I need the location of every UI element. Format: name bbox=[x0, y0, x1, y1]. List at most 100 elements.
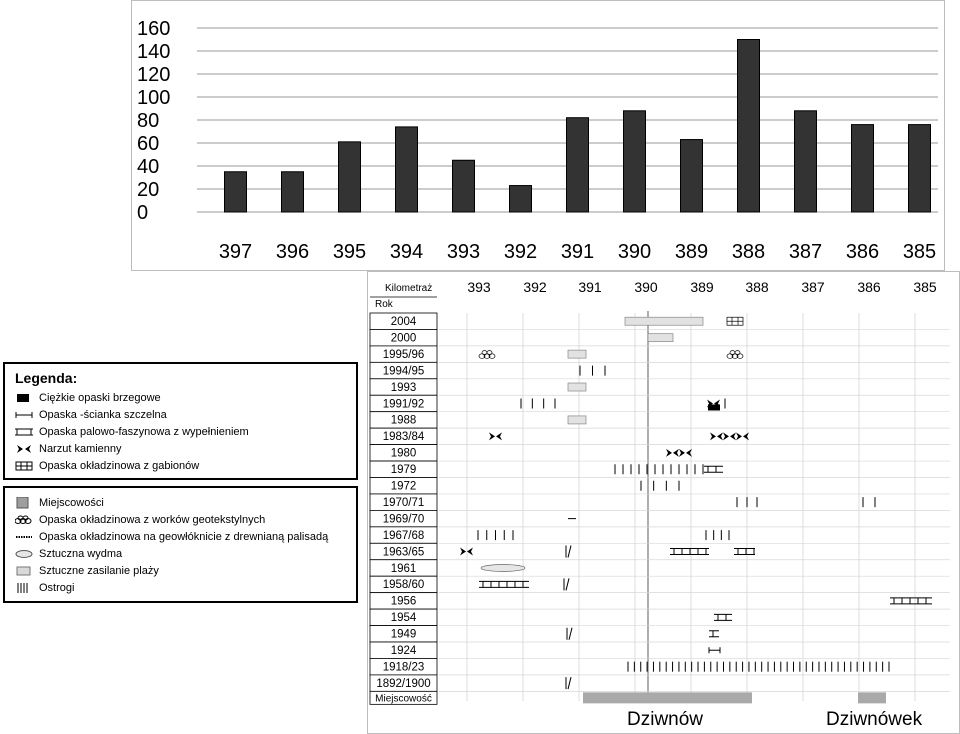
timeline-frame bbox=[367, 271, 960, 734]
rock-fill-mark bbox=[489, 432, 502, 441]
groyne-marks bbox=[627, 661, 890, 672]
x-tick-label: 390 bbox=[618, 241, 651, 263]
timeline-chart: Kilometraż Rok 393 392 391 390 389 388 387 386 385… bbox=[367, 271, 960, 734]
groyne-marks bbox=[736, 497, 758, 508]
year-label: 1970/71 bbox=[383, 497, 425, 509]
groyne-marks bbox=[614, 464, 704, 475]
year-label: 1988 bbox=[391, 415, 417, 427]
km-label: 385 bbox=[913, 279, 937, 295]
legend-label: Opaska okładzinowa z worków geotekstylny… bbox=[39, 514, 266, 526]
bar-390 bbox=[623, 110, 646, 213]
rock-fill-mark bbox=[460, 547, 473, 556]
legend-item-geotextile-bag: Opaska okładzinowa z worków geotekstylny… bbox=[15, 514, 265, 526]
legend-item-sheet-pile: Opaska -ścianka szczelna bbox=[15, 409, 167, 421]
pile-fascine-mark bbox=[714, 613, 732, 621]
sheet-pile-icon bbox=[15, 412, 33, 418]
heavy-revetment-icon bbox=[17, 394, 29, 402]
year-label: 1918/23 bbox=[383, 661, 425, 673]
year-label: 1954 bbox=[391, 612, 417, 624]
groyne-icon bbox=[17, 583, 28, 593]
year-label: 1958/60 bbox=[383, 579, 425, 591]
x-tick-label: 395 bbox=[333, 241, 366, 263]
beach-nourishment-mark bbox=[624, 316, 704, 326]
year-label: 2000 bbox=[391, 332, 417, 344]
x-tick-label: 392 bbox=[504, 241, 537, 263]
rock-fill-mark bbox=[710, 432, 749, 441]
y-tick-label: 40 bbox=[137, 156, 159, 178]
legend-label: Ciężkie opaski brzegowe bbox=[39, 392, 161, 404]
geotextile-bag-mark bbox=[478, 350, 496, 359]
groyne-marks bbox=[477, 530, 514, 541]
beach-nourishment-mark bbox=[567, 415, 587, 425]
bar-395 bbox=[338, 141, 361, 213]
legend-label: Opaska okładzinowa z gabionów bbox=[39, 460, 200, 472]
bar-397 bbox=[224, 171, 247, 213]
km-header: Kilometraż bbox=[385, 283, 432, 294]
legend-label: Opaska okładzinowa na geowłóknicie z dre… bbox=[39, 531, 329, 543]
year-label: 1995/96 bbox=[383, 349, 425, 361]
settlement-bar-dziwnow bbox=[583, 692, 752, 704]
km-label: 386 bbox=[857, 279, 881, 295]
y-tick-label: 120 bbox=[137, 64, 170, 86]
legend-label: Narzut kamienny bbox=[39, 443, 122, 455]
groyne-marks bbox=[579, 365, 606, 376]
year-label: 1979 bbox=[391, 464, 417, 476]
x-tick-label: 391 bbox=[561, 241, 594, 263]
footer-cell bbox=[369, 690, 438, 705]
geotextile-bag-mark bbox=[726, 350, 744, 359]
legend-item-beach-nourishment: Sztuczne zasilanie plaży bbox=[15, 565, 159, 577]
year-label: 1983/84 bbox=[383, 431, 425, 443]
town-label-dziwnowek: Dziwnówek bbox=[826, 709, 923, 730]
km-label: 391 bbox=[578, 279, 602, 295]
town-label-dziwnow: Dziwnów bbox=[627, 709, 704, 730]
gabion-mark bbox=[726, 316, 744, 326]
year-label: 1892/1900 bbox=[376, 678, 430, 690]
pile-fascine-mark bbox=[670, 548, 709, 556]
year-label: 1967/68 bbox=[383, 530, 425, 542]
legend-label: Sztuczne zasilanie plaży bbox=[39, 565, 159, 577]
beach-nourishment-icon bbox=[16, 566, 31, 576]
bar-386 bbox=[851, 124, 874, 213]
year-label: 1993 bbox=[391, 382, 417, 394]
y-tick-label: 100 bbox=[137, 87, 170, 109]
legend-title: Legenda: bbox=[15, 370, 78, 386]
bar-396 bbox=[281, 171, 304, 213]
bar-387 bbox=[794, 110, 817, 213]
legend-item-geofabric-palisade: Opaska okładzinowa na geowłóknicie z dre… bbox=[15, 531, 328, 543]
y-tick-label: 160 bbox=[137, 18, 170, 40]
legend-item-artificial-dune: Sztuczna wydma bbox=[15, 548, 122, 560]
year-label: 2004 bbox=[391, 316, 417, 328]
beach-nourishment-mark bbox=[567, 349, 587, 359]
legend-label: Opaska -ścianka szczelna bbox=[39, 409, 167, 421]
km-label: 387 bbox=[801, 279, 825, 295]
bar-392 bbox=[509, 185, 532, 213]
pile-fascine-mark bbox=[709, 630, 719, 638]
bar-chart-panel: 160 140 120 100 80 60 40 20 0 397 396 395 394 393 392 3… bbox=[131, 0, 945, 271]
rock-fill-mark bbox=[666, 448, 692, 457]
km-label: 388 bbox=[745, 279, 769, 295]
km-label: 390 bbox=[634, 279, 658, 295]
year-label: 1991/92 bbox=[383, 398, 425, 410]
y-tick-label: 60 bbox=[137, 133, 159, 155]
groyne-marks bbox=[705, 530, 730, 541]
x-tick-label: 389 bbox=[675, 241, 708, 263]
year-label: 1969/70 bbox=[383, 513, 425, 525]
x-tick-label: 386 bbox=[846, 241, 879, 263]
pile-fascine-mark bbox=[479, 580, 529, 588]
x-tick-label: 393 bbox=[447, 241, 480, 263]
bar-388 bbox=[737, 39, 760, 213]
groyne-mark-v bbox=[563, 578, 570, 591]
legend-item-gabion: Opaska okładzinowa z gabionów bbox=[15, 460, 199, 472]
gabion-icon bbox=[15, 461, 33, 471]
legend-box-secondary: Miejscowości Opaska okładzinowa z worków … bbox=[3, 486, 358, 603]
sheet-pile-mark bbox=[708, 647, 721, 654]
footer-label: Miejscowość bbox=[375, 693, 432, 704]
year-label: 1924 bbox=[391, 645, 417, 657]
bar-391 bbox=[566, 117, 589, 213]
bar-393 bbox=[452, 159, 475, 213]
legend-box-main: Legenda: Ciężkie opaski brzegowe Opaska -… bbox=[3, 362, 358, 480]
y-tick-label: 80 bbox=[137, 110, 159, 132]
legend-item-groyne: Ostrogi bbox=[15, 582, 74, 594]
rock-fill-mark bbox=[707, 399, 720, 408]
